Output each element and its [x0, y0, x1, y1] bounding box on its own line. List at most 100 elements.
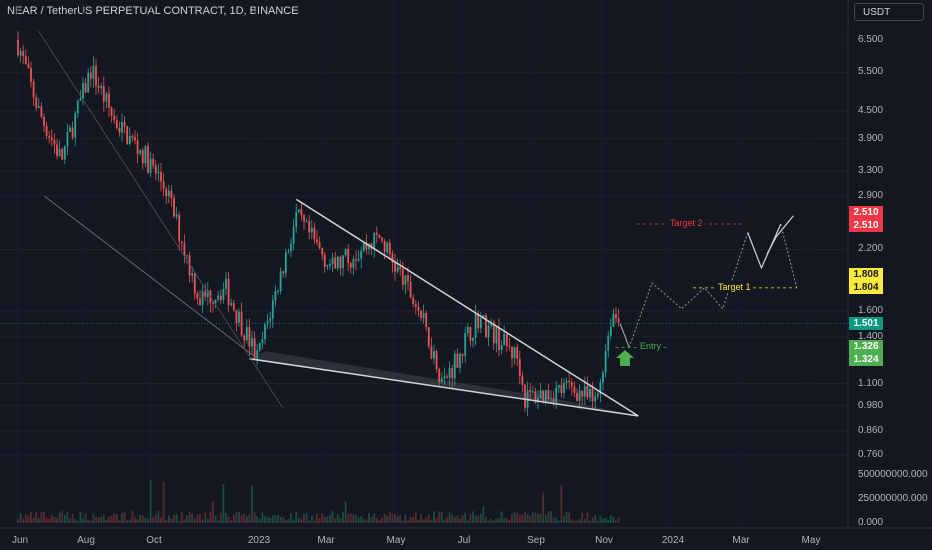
candle-body [524, 384, 526, 408]
volume-bar [56, 517, 58, 523]
candle-body [451, 368, 454, 379]
volume-bar [297, 517, 300, 523]
volume-bar [279, 517, 282, 523]
volume-bar [500, 511, 503, 523]
candle-body [212, 302, 214, 304]
volume-bar [355, 514, 357, 523]
candle-body [472, 337, 474, 341]
projection-line [619, 323, 630, 348]
volume-bar [492, 520, 495, 523]
candle-body [537, 398, 539, 403]
price-badge-target2: 2.510 [849, 219, 883, 232]
candle-body [604, 350, 607, 373]
price-badge-target1: 1.808 [849, 268, 883, 281]
candle-body [186, 255, 188, 257]
candles [0, 0, 932, 529]
volume-bar [165, 519, 168, 523]
volume-bar [472, 511, 474, 523]
candle-body [37, 106, 40, 108]
candle-body [89, 72, 92, 79]
volume-bar [370, 516, 373, 523]
candle-body [313, 227, 316, 240]
volume-bar [464, 512, 467, 523]
volume-bar [607, 519, 610, 523]
time-tick: 2023 [247, 535, 271, 546]
volume-bar [339, 517, 342, 523]
projection-line-dotted [628, 232, 749, 348]
candle-body [253, 338, 256, 358]
volume-bar [27, 515, 30, 523]
candle-body [412, 297, 415, 305]
candle-body [300, 209, 303, 216]
volume-bar [266, 517, 269, 523]
candle-body [318, 242, 321, 248]
volume-bar [162, 482, 165, 523]
volume-bar [139, 514, 142, 523]
candle-body [331, 257, 334, 264]
volume-bar [100, 516, 103, 523]
volume-bar [108, 516, 110, 523]
candle-body [362, 243, 365, 251]
entry-arrow-icon [616, 350, 634, 366]
candle-body [583, 385, 586, 397]
volume-bar [102, 514, 105, 523]
candle-body [326, 265, 329, 267]
candle-body [266, 321, 269, 325]
candle-body [565, 380, 568, 383]
price-tick: 3.900 [858, 132, 884, 144]
candle-body [287, 251, 290, 253]
volume-bar [331, 511, 334, 523]
candle-body [27, 64, 30, 68]
candle-body [435, 350, 438, 370]
volume-bar [433, 511, 435, 523]
candle-body [157, 171, 160, 174]
candle-body [131, 135, 134, 138]
volume-bar [217, 520, 220, 523]
volume-bar [412, 517, 415, 523]
candle-body [544, 390, 547, 402]
volume-bar [50, 514, 53, 523]
volume-tick: 500000000.000 [858, 469, 928, 480]
candle-body [355, 259, 357, 261]
candle-body [232, 303, 235, 310]
candle-body [539, 390, 542, 399]
candle-body [48, 135, 51, 138]
volume-tick: 250000000.000 [858, 493, 928, 504]
volume-bar [466, 520, 469, 523]
volume-bar [529, 515, 532, 523]
volume-bar [269, 518, 272, 523]
candle-body [339, 256, 342, 269]
volume-bar [573, 520, 576, 523]
volume-bar [230, 520, 233, 523]
volume-bar [521, 514, 524, 523]
volume-bar [552, 517, 555, 523]
candle-body [534, 391, 537, 403]
time-tick: Jun [11, 535, 29, 546]
volume-bar [167, 515, 170, 523]
volume-bar [422, 519, 425, 523]
candle-body [144, 145, 147, 164]
time-tick: May [801, 535, 821, 546]
price-badge-entry: 1.326 [849, 340, 883, 353]
candle-body [40, 106, 43, 117]
price-tick: 0.980 [858, 399, 884, 411]
volume-bar [498, 518, 500, 523]
volume-bar [53, 517, 56, 523]
candle-body [201, 291, 204, 306]
candle-body [360, 250, 363, 259]
volume-bar [222, 484, 225, 523]
volume-bar [586, 512, 589, 523]
candle-body [180, 241, 183, 244]
price-tick: 2.200 [858, 243, 884, 255]
volume-bar [277, 514, 279, 523]
volume-bar [542, 492, 545, 523]
candle-body [66, 131, 69, 147]
candle-body [469, 326, 472, 341]
volume-bar [360, 516, 363, 523]
volume-bar [329, 514, 331, 523]
candle-body [53, 140, 56, 145]
volume-bar [589, 520, 591, 523]
volume-bar [258, 519, 261, 523]
currency-button[interactable]: USDT [854, 3, 924, 21]
